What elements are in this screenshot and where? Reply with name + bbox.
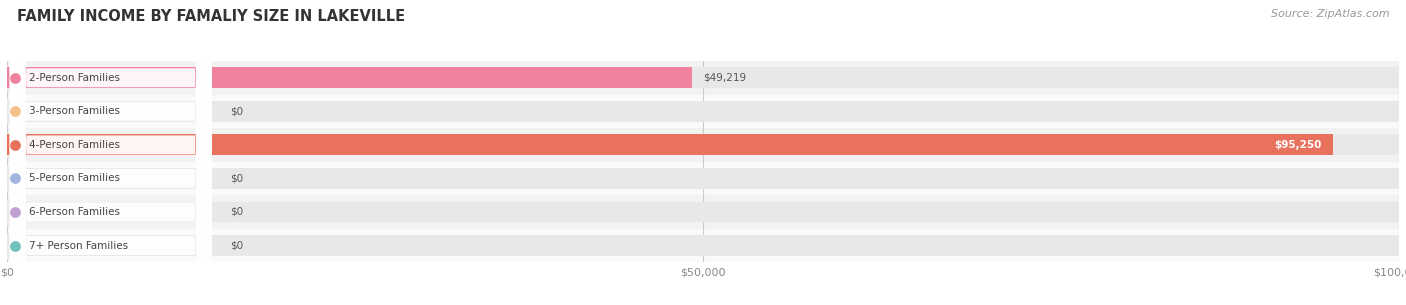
FancyBboxPatch shape bbox=[10, 0, 212, 305]
Point bbox=[4, 210, 27, 214]
Text: Source: ZipAtlas.com: Source: ZipAtlas.com bbox=[1271, 9, 1389, 19]
Text: 4-Person Families: 4-Person Families bbox=[30, 140, 121, 150]
Bar bbox=[7, 135, 1399, 155]
Bar bbox=[7, 61, 1399, 95]
Point bbox=[0, 210, 18, 214]
Text: 2-Person Families: 2-Person Families bbox=[30, 73, 121, 83]
FancyBboxPatch shape bbox=[10, 0, 212, 305]
Text: 6-Person Families: 6-Person Families bbox=[30, 207, 121, 217]
Point bbox=[4, 176, 27, 181]
Point bbox=[0, 75, 18, 80]
Bar bbox=[7, 67, 1399, 88]
Bar bbox=[7, 67, 692, 88]
Text: 3-Person Families: 3-Person Families bbox=[30, 106, 121, 116]
FancyBboxPatch shape bbox=[10, 0, 212, 305]
Point bbox=[4, 142, 27, 147]
Point bbox=[0, 142, 18, 147]
Bar bbox=[7, 235, 1399, 256]
Point bbox=[4, 109, 27, 114]
FancyBboxPatch shape bbox=[10, 0, 212, 305]
Point bbox=[4, 75, 27, 80]
Text: 7+ Person Families: 7+ Person Families bbox=[30, 241, 128, 250]
Point bbox=[0, 243, 18, 248]
Bar bbox=[7, 101, 1399, 122]
Bar bbox=[7, 135, 1333, 155]
Bar bbox=[7, 195, 1399, 229]
Text: $49,219: $49,219 bbox=[703, 73, 747, 83]
Text: FAMILY INCOME BY FAMALIY SIZE IN LAKEVILLE: FAMILY INCOME BY FAMALIY SIZE IN LAKEVIL… bbox=[17, 9, 405, 24]
Point bbox=[4, 243, 27, 248]
Text: $0: $0 bbox=[229, 174, 243, 183]
Text: $95,250: $95,250 bbox=[1274, 140, 1322, 150]
Point bbox=[0, 142, 18, 147]
Text: $0: $0 bbox=[229, 106, 243, 116]
Bar bbox=[7, 128, 1399, 162]
Bar bbox=[7, 168, 1399, 189]
Point bbox=[0, 75, 18, 80]
Text: $0: $0 bbox=[229, 241, 243, 250]
Text: $0: $0 bbox=[229, 207, 243, 217]
Point bbox=[0, 109, 18, 114]
Bar bbox=[7, 95, 1399, 128]
FancyBboxPatch shape bbox=[10, 0, 212, 305]
Bar bbox=[7, 162, 1399, 195]
FancyBboxPatch shape bbox=[10, 0, 212, 305]
Text: 5-Person Families: 5-Person Families bbox=[30, 174, 121, 183]
Bar bbox=[7, 229, 1399, 262]
Bar bbox=[7, 202, 1399, 222]
Point bbox=[0, 176, 18, 181]
